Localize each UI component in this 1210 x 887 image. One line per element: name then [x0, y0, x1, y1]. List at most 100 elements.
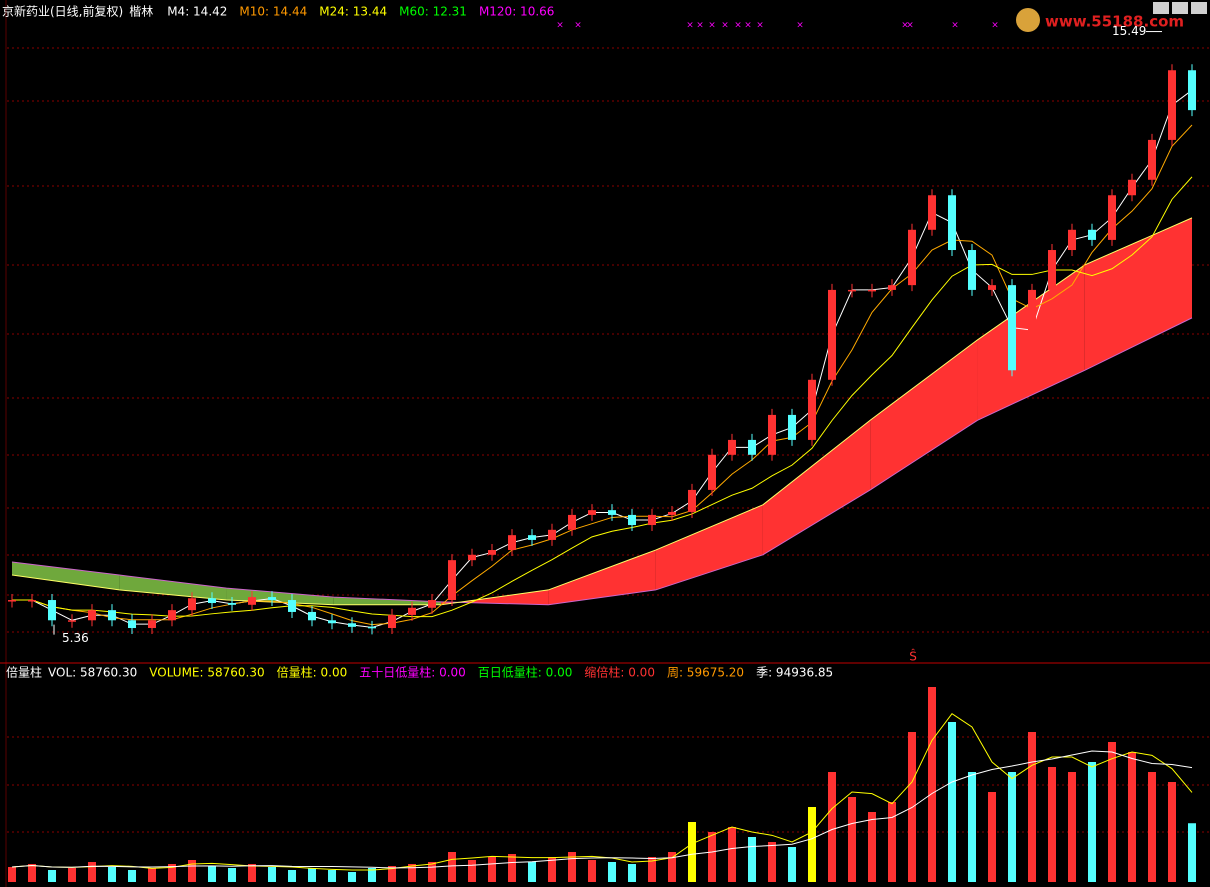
volume-bar: [628, 864, 636, 882]
volume-bar: [708, 832, 716, 882]
volume-bar: [768, 842, 776, 882]
header-item: M60: 12.31: [399, 5, 467, 19]
candle: [508, 535, 516, 551]
button[interactable]: [1153, 2, 1169, 14]
volume-bar: [568, 852, 576, 882]
header-item: 周: 59675.20: [667, 666, 744, 680]
candle: [308, 611, 316, 621]
signal-mark: ×: [556, 21, 564, 31]
header-item: 倍量柱: 0.00: [277, 665, 348, 680]
candle: [88, 610, 96, 621]
candle: [368, 626, 376, 629]
candle: [688, 489, 696, 512]
candle: [628, 514, 636, 526]
signal-mark: ×: [756, 21, 764, 31]
band-segment: [548, 550, 656, 605]
volume-bar: [968, 772, 976, 882]
candle: [448, 560, 456, 601]
header-title: 京新药业(日线,前复权): [2, 4, 123, 19]
volume-bar: [148, 868, 156, 882]
candle: [568, 514, 576, 530]
volume-bar: [448, 852, 456, 882]
candle: [348, 623, 356, 627]
volume-bar: [108, 867, 116, 882]
candle: [108, 610, 116, 621]
candle: [668, 511, 676, 515]
volume-bar: [248, 864, 256, 882]
volume-bar: [648, 857, 656, 882]
volume-bar: [168, 864, 176, 882]
band-segment: [12, 561, 120, 590]
candle: [808, 379, 816, 440]
volume-bar: [88, 862, 96, 882]
volume-bar: [468, 860, 476, 882]
candle: [1128, 179, 1136, 196]
volume-bar: [548, 857, 556, 882]
volume-bar: [748, 837, 756, 882]
header-title: 倍量柱: [6, 665, 42, 680]
volume-bar: [128, 870, 136, 882]
volume-bar: [368, 868, 376, 882]
volume-bar: [788, 847, 796, 882]
candle: [868, 289, 876, 292]
candle: [1088, 229, 1096, 240]
candle: [428, 600, 436, 608]
candle: [208, 598, 216, 604]
volume-bar: [8, 867, 16, 882]
volume-bar: [508, 854, 516, 882]
candle: [608, 510, 616, 515]
volume-bar: [268, 867, 276, 882]
band-segment: [119, 575, 227, 601]
volume-bar: [928, 687, 936, 882]
header-item: 五十日低量柱: 0.00: [359, 665, 466, 680]
header-item: VOL: 58760.30: [48, 666, 137, 680]
button[interactable]: [1172, 2, 1188, 14]
volume-bar: [308, 868, 316, 882]
signal-mark: ×: [951, 21, 959, 31]
candle: [468, 554, 476, 561]
volume-bar: [528, 862, 536, 882]
signal-mark: ×: [721, 21, 729, 31]
header-item: M4: 14.42: [167, 5, 227, 19]
volume-bar: [608, 862, 616, 882]
header-item: M24: 13.44: [319, 5, 387, 19]
volume-bar: [208, 866, 216, 882]
band-segment: [1084, 217, 1192, 371]
signal-mark: ×: [708, 21, 716, 31]
header-item: 百日低量柱: 0.00: [478, 665, 573, 680]
volume-bar: [888, 802, 896, 882]
candle: [948, 195, 956, 251]
volume-bar: [1108, 742, 1116, 882]
candle: [788, 414, 796, 440]
band-segment: [762, 420, 871, 555]
volume-bar: [848, 797, 856, 882]
candle: [488, 550, 496, 555]
candle: [748, 439, 756, 455]
candle: [848, 289, 856, 292]
candle: [1108, 195, 1116, 240]
button[interactable]: [1191, 2, 1207, 14]
candle: [1008, 285, 1016, 371]
candle: [708, 454, 716, 490]
high-label: 15.49: [1112, 24, 1146, 38]
volume-bar: [688, 822, 696, 882]
volume-bar: [948, 722, 956, 882]
candle: [548, 529, 556, 540]
band-segment: [333, 597, 442, 605]
header-item: VOLUME: 58760.30: [149, 666, 264, 680]
candle: [68, 620, 76, 622]
candle: [248, 597, 256, 605]
volume-bar: [1148, 772, 1156, 882]
volume-bar: [1088, 762, 1096, 882]
signal-mark: ×: [696, 21, 704, 31]
header-indicator: 楷林: [129, 4, 153, 19]
volume-bar: [48, 870, 56, 882]
candle: [1068, 229, 1076, 251]
candle: [588, 510, 596, 515]
logo: www.55188.com: [1045, 13, 1184, 31]
header-item: 缩倍柱: 0.00: [584, 665, 655, 680]
volume-bar: [388, 866, 396, 882]
band-segment: [870, 339, 978, 490]
